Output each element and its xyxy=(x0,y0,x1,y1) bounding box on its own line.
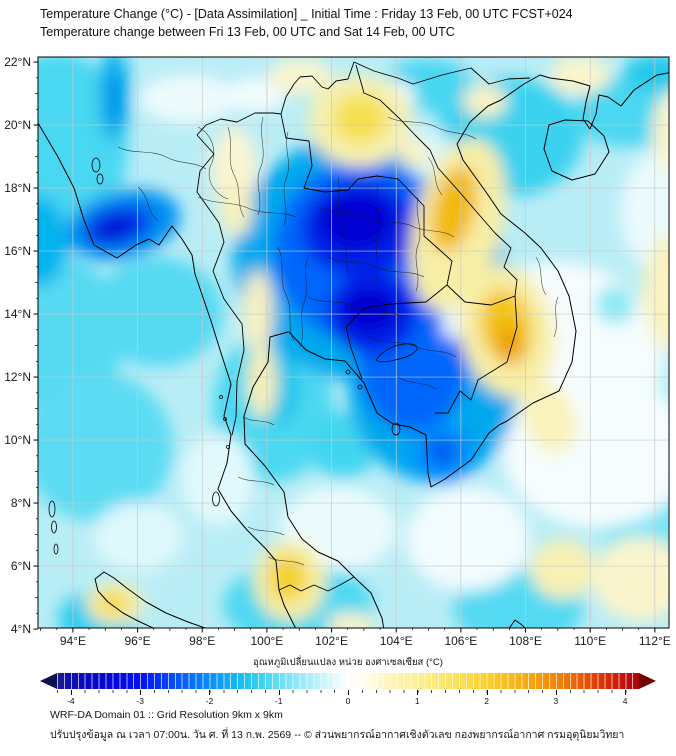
plot-border xyxy=(37,56,670,629)
colorbar-tick xyxy=(278,690,280,695)
y-tick-label: 20°N xyxy=(4,118,31,132)
colorbar-bin-separators xyxy=(57,673,639,689)
temperature-anomaly-field xyxy=(38,57,669,628)
tonle-sap-lake xyxy=(375,343,418,363)
colorbar: -4 -3 -2 -1 0 1 2 3 4 xyxy=(40,673,656,706)
y-tick-label: 18°N xyxy=(4,181,31,195)
colorbar-tick-label: 1 xyxy=(414,696,420,706)
x-tick-label: 100°E xyxy=(250,634,283,648)
colorbar-label: อุณหภูมิเปลี่ยนแปลง หน่วย องศาเซลเซียส (… xyxy=(253,657,443,668)
colorbar-tick xyxy=(555,690,557,695)
y-tick-label: 4°N xyxy=(11,622,31,636)
x-tick-label: 98°E xyxy=(189,634,215,648)
colorbar-tick xyxy=(140,690,142,695)
islands xyxy=(48,157,401,555)
page-title: Temperature Change (°C) - [Data Assimila… xyxy=(40,7,573,21)
page-subtitle: Temperature change between Fri 13 Feb, 0… xyxy=(40,25,455,39)
y-tick-label: 6°N xyxy=(11,559,31,573)
province-borders xyxy=(117,116,559,566)
x-tick-label: 106°E xyxy=(444,634,477,648)
colorbar-tick-label: 0 xyxy=(345,696,351,706)
colorbar-tick-label: -2 xyxy=(205,696,214,706)
colorbar-tick-label: 4 xyxy=(622,696,628,706)
footer-credit-thai: ปรับปรุงข้อมูล ณ เวลา 07:00น. วัน ศ. ที่… xyxy=(50,729,625,741)
x-tick-label: 102°E xyxy=(315,634,348,648)
colorbar-tick xyxy=(209,690,211,695)
y-tick-label: 22°N xyxy=(4,55,31,69)
y-tick-label: 16°N xyxy=(4,244,31,258)
y-tick-label: 10°N xyxy=(4,433,31,447)
colorbar-tick xyxy=(348,690,349,695)
colorbar-tick xyxy=(417,690,419,695)
colorbar-tick-label: -3 xyxy=(136,696,144,706)
x-tick-label: 96°E xyxy=(124,634,150,648)
y-tick-label: 14°N xyxy=(4,307,31,321)
footer-domain-info: WRF-DA Domain 01 :: Grid Resolution 9km … xyxy=(50,709,283,721)
x-tick-label: 112°E xyxy=(639,634,671,648)
colorbar-tick-label: 3 xyxy=(553,696,559,706)
colorbar-left-arrow-icon xyxy=(40,673,57,689)
colorbar-tick-label: -4 xyxy=(67,696,75,706)
x-tick-label: 94°E xyxy=(60,634,86,648)
colorbar-right-arrow-icon xyxy=(639,673,656,689)
x-tick-label: 108°E xyxy=(509,634,542,648)
colorbar-tick xyxy=(70,690,72,695)
axis-ticks-and-labels: 94°E 96°E 98°E 100°E 102°E 104°E 106°E 108°E 110… xyxy=(4,55,671,648)
coastlines xyxy=(38,72,669,628)
gridlines xyxy=(38,57,669,628)
y-tick-label: 8°N xyxy=(11,496,31,510)
y-tick-label: 12°N xyxy=(4,370,31,384)
colorbar-tick xyxy=(486,690,488,695)
country-borders xyxy=(196,61,531,592)
x-tick-label: 110°E xyxy=(574,634,606,648)
colorbar-tick xyxy=(625,690,627,695)
x-tick-label: 104°E xyxy=(380,634,413,648)
colorbar-tick-label: -1 xyxy=(274,696,283,706)
colorbar-tick-label: 2 xyxy=(484,696,489,706)
